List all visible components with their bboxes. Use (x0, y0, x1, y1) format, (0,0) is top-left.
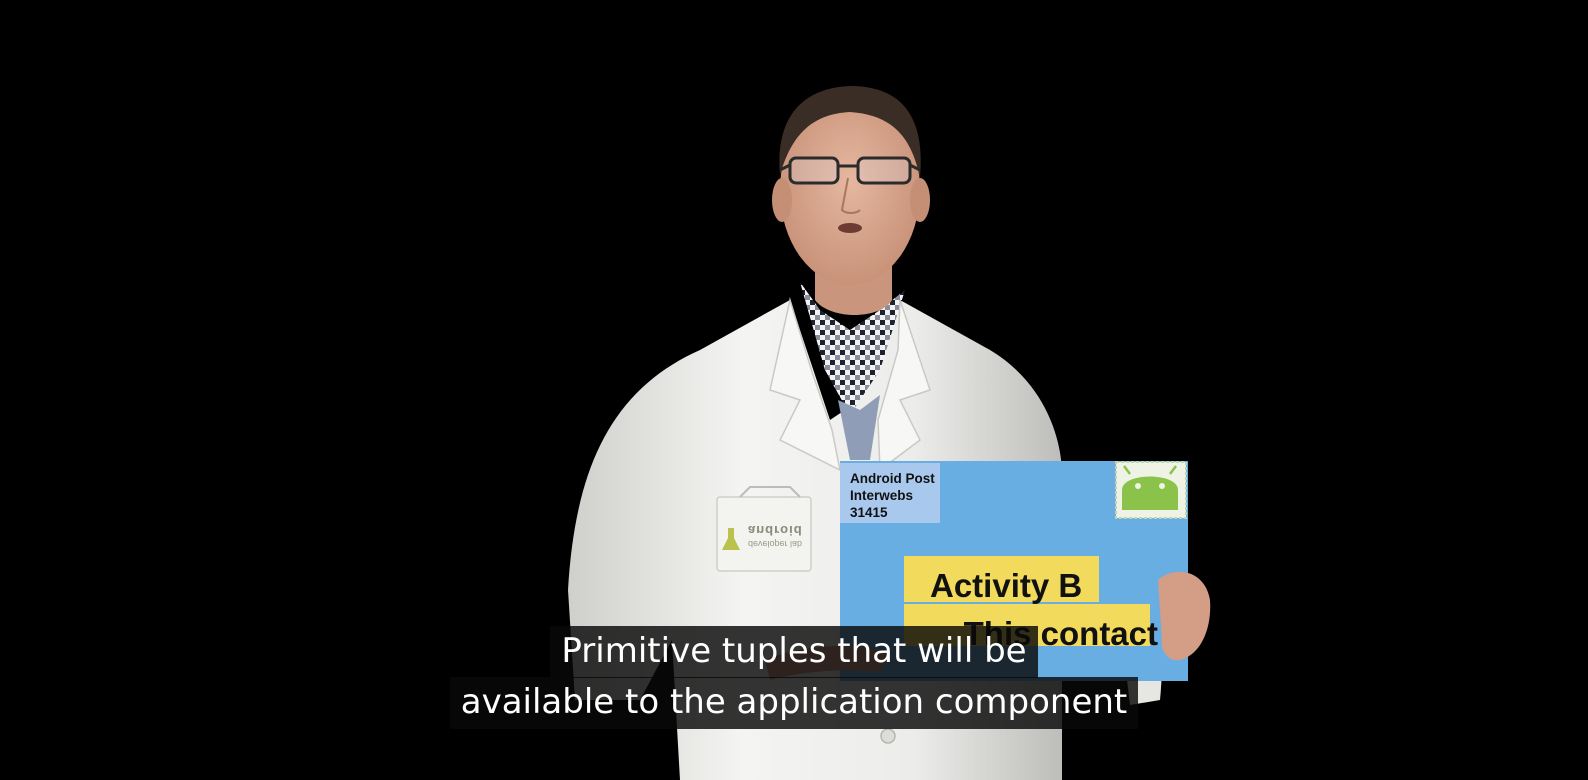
hand-right (1158, 571, 1211, 661)
badge-logo-text: android (748, 523, 803, 538)
caption-line-1: Primitive tuples that will be (550, 626, 1038, 678)
badge-sub-text: developer lab (748, 539, 803, 549)
badge-clip (739, 486, 801, 498)
coat-lapel-left (769, 297, 842, 472)
return-address-line: 31415 (850, 505, 888, 520)
return-address: Android Post Interwebs 31415 (850, 470, 950, 521)
shirt-collar (800, 282, 905, 415)
sweater (838, 395, 880, 460)
face (780, 95, 920, 285)
coat-lapel-right (877, 299, 931, 472)
yellow-label-1 (904, 556, 1099, 602)
badge-flask-icon (722, 528, 740, 550)
return-address-label (840, 463, 940, 523)
nose (840, 177, 861, 214)
caption-line-2: available to the application component (449, 677, 1139, 729)
name-badge (716, 496, 812, 572)
mouth (838, 223, 862, 233)
coat-button (880, 728, 896, 744)
return-address-line: Interwebs (850, 488, 914, 503)
glasses-icon (779, 156, 921, 185)
ear-left (772, 178, 792, 222)
android-robot-icon (1122, 465, 1178, 510)
hair (779, 86, 921, 178)
envelope-label-activity: Activity B (930, 567, 1083, 604)
return-address-line: Android Post (850, 471, 935, 486)
caption-area: Primitive tuples that will be available … (0, 626, 1588, 729)
ear-right (910, 178, 930, 222)
